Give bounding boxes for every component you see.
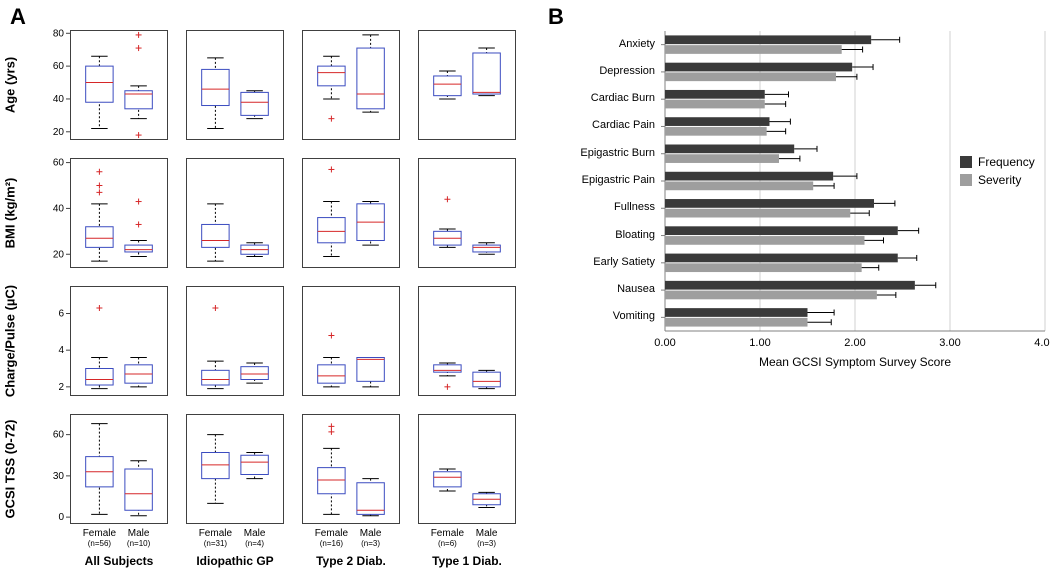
x-category-label: Female(n=56) <box>79 528 119 548</box>
boxplot <box>186 30 284 140</box>
legend-swatch-frequency <box>960 156 972 168</box>
x-category-label: Female(n=6) <box>427 528 467 548</box>
boxplot: Female(n=6)Male(n=3)Type 1 Diab. <box>418 414 516 524</box>
legend-item-severity: Severity <box>960 173 1035 187</box>
group-label: Idiopathic GP <box>185 554 285 568</box>
x-category-label: Male(n=3) <box>351 528 391 548</box>
boxplot <box>418 30 516 140</box>
svg-text:60: 60 <box>53 430 65 441</box>
boxplot <box>186 286 284 396</box>
svg-text:60: 60 <box>53 158 65 169</box>
panel-a-label: A <box>10 4 26 30</box>
svg-text:20: 20 <box>53 127 65 138</box>
x-category-label: Female(n=16) <box>311 528 351 548</box>
ylabel: BMI (kg/m²) <box>3 178 18 249</box>
y-category-label: Cardiac Pain <box>565 119 655 131</box>
svg-text:0: 0 <box>58 512 64 523</box>
panel-b-label: B <box>548 4 564 30</box>
legend-label-frequency: Frequency <box>978 155 1035 169</box>
boxplot: 204060 <box>70 158 168 268</box>
y-category-label: Epigastric Pain <box>565 174 655 186</box>
panel-a-row: Age (yrs)20406080 <box>30 30 530 140</box>
legend-item-frequency: Frequency <box>960 155 1035 169</box>
x-tick-label: 0.00 <box>645 337 685 349</box>
panel-a-row: Charge/Pulse (µC)246 <box>30 286 530 396</box>
panel-b: 0.001.002.003.004.00AnxietyDepressionCar… <box>565 25 1035 365</box>
svg-text:2: 2 <box>58 382 64 393</box>
boxplot: 20406080 <box>70 30 168 140</box>
y-category-label: Epigastric Burn <box>565 147 655 159</box>
group-label: Type 2 Diab. <box>301 554 401 568</box>
x-category-label: Male(n=4) <box>235 528 275 548</box>
y-category-label: Depression <box>565 65 655 77</box>
boxplot: Female(n=16)Male(n=3)Type 2 Diab. <box>302 414 400 524</box>
y-category-label: Nausea <box>565 283 655 295</box>
figure-root: A B Age (yrs)20406080BMI (kg/m²)204060Ch… <box>0 0 1050 585</box>
panel-b-legend: Frequency Severity <box>960 155 1035 191</box>
svg-text:6: 6 <box>58 309 64 320</box>
panel-a-row: GCSI TSS (0-72)03060Female(n=56)Male(n=1… <box>30 414 530 524</box>
boxplot <box>302 158 400 268</box>
svg-text:20: 20 <box>53 249 65 260</box>
panel-a: Age (yrs)20406080BMI (kg/m²)204060Charge… <box>30 30 530 570</box>
boxplot <box>302 30 400 140</box>
svg-text:80: 80 <box>53 28 65 39</box>
group-label: All Subjects <box>69 554 169 568</box>
boxplot <box>302 286 400 396</box>
boxplot <box>418 286 516 396</box>
boxplot: Female(n=31)Male(n=4)Idiopathic GP <box>186 414 284 524</box>
x-category-label: Female(n=31) <box>195 528 235 548</box>
x-tick-label: 1.00 <box>740 337 780 349</box>
x-axis-title: Mean GCSI Symptom Survey Score <box>745 355 965 369</box>
boxplot <box>186 158 284 268</box>
y-category-label: Early Satiety <box>565 256 655 268</box>
y-category-label: Vomiting <box>565 310 655 322</box>
y-category-label: Bloating <box>565 229 655 241</box>
x-category-label: Male(n=3) <box>467 528 507 548</box>
y-category-label: Cardiac Burn <box>565 92 655 104</box>
svg-text:30: 30 <box>53 471 65 482</box>
svg-text:4: 4 <box>58 345 64 356</box>
x-category-label: Male(n=10) <box>119 528 159 548</box>
legend-label-severity: Severity <box>978 173 1021 187</box>
legend-swatch-severity <box>960 174 972 186</box>
ylabel: Charge/Pulse (µC) <box>3 285 18 397</box>
svg-text:40: 40 <box>53 203 65 214</box>
ylabel: Age (yrs) <box>3 57 18 113</box>
x-tick-label: 3.00 <box>930 337 970 349</box>
svg-text:40: 40 <box>53 94 65 105</box>
boxplot: 246 <box>70 286 168 396</box>
ylabel: GCSI TSS (0-72) <box>3 420 18 519</box>
y-category-label: Fullness <box>565 201 655 213</box>
group-label: Type 1 Diab. <box>417 554 517 568</box>
boxplot <box>418 158 516 268</box>
svg-text:60: 60 <box>53 61 65 72</box>
y-category-label: Anxiety <box>565 38 655 50</box>
x-tick-label: 2.00 <box>835 337 875 349</box>
x-tick-label: 4.00 <box>1025 337 1050 349</box>
boxplot: 03060Female(n=56)Male(n=10)All Subjects <box>70 414 168 524</box>
panel-a-row: BMI (kg/m²)204060 <box>30 158 530 268</box>
